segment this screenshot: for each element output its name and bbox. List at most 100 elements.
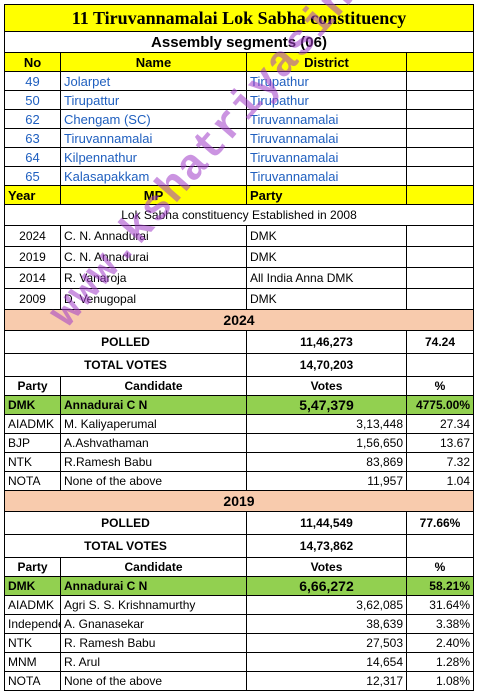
result-percent: 3.38%: [406, 614, 474, 634]
mp-party: DMK: [246, 288, 407, 310]
mp-row: 2009 D. Venugopal DMK: [4, 288, 474, 310]
mp-header-row: Year MP Party: [4, 185, 474, 205]
total-votes: 14,73,862: [246, 534, 407, 558]
col-votes: Votes: [246, 557, 407, 577]
segment-no: 62: [4, 109, 61, 129]
col-party: Party: [4, 557, 61, 577]
winner-row: DMK Annadurai C N 5,47,379 4775.00%: [4, 395, 474, 415]
result-percent: 1.04: [406, 471, 474, 491]
result-candidate: A. Gnanasekar: [60, 614, 247, 634]
col-party: Party: [4, 376, 61, 396]
result-row: AIADMK M. Kaliyaperumal 3,13,448 27.34: [4, 414, 474, 434]
result-percent: 2.40%: [406, 633, 474, 653]
result-percent: 7.32: [406, 452, 474, 472]
result-votes: 5,47,379: [246, 395, 407, 415]
result-votes: 1,56,650: [246, 433, 407, 453]
segment-no: 49: [4, 71, 61, 91]
result-row: NOTA None of the above 12,317 1.08%: [4, 671, 474, 691]
segment-row: 49 Jolarpet Tirupathur: [4, 71, 474, 91]
col-district: District: [246, 52, 407, 72]
result-candidate: None of the above: [60, 671, 247, 691]
total-row: TOTAL VOTES 14,73,862: [4, 534, 474, 558]
result-percent: 13.67: [406, 433, 474, 453]
polled-votes: 11,46,273: [246, 330, 407, 354]
mp-row: 2019 C. N. Annadurai DMK: [4, 246, 474, 268]
result-votes: 3,13,448: [246, 414, 407, 434]
total-votes: 14,70,203: [246, 353, 407, 377]
mp-party: DMK: [246, 246, 407, 268]
segment-name: Kilpennathur: [60, 147, 247, 167]
mp-year: 2009: [4, 288, 61, 310]
result-party: BJP: [4, 433, 61, 453]
segment-district: Tirupathur: [246, 71, 407, 91]
result-party: Independe: [4, 614, 61, 634]
result-candidate: A.Ashvathaman: [60, 433, 247, 453]
result-votes: 3,62,085: [246, 595, 407, 615]
result-candidate: R.Ramesh Babu: [60, 452, 247, 472]
segment-name: Tirupattur: [60, 90, 247, 110]
total-row: TOTAL VOTES 14,70,203: [4, 353, 474, 377]
result-party: DMK: [4, 576, 61, 596]
col-candidate: Candidate: [60, 557, 247, 577]
election-year-2019: 2019: [4, 490, 474, 512]
col-party: Party: [246, 185, 407, 205]
result-row: NTK R. Ramesh Babu 27,503 2.40%: [4, 633, 474, 653]
result-party: AIADMK: [4, 414, 61, 434]
result-votes: 38,639: [246, 614, 407, 634]
segment-row: 50 Tirupattur Tirupathur: [4, 90, 474, 110]
result-candidate: R. Arul: [60, 652, 247, 672]
mp-year: 2024: [4, 225, 61, 247]
mp-name: C. N. Annadurai: [60, 246, 247, 268]
result-party: AIADMK: [4, 595, 61, 615]
col-votes: Votes: [246, 376, 407, 396]
result-row: NTK R.Ramesh Babu 83,869 7.32: [4, 452, 474, 472]
page-title: 11 Tiruvannamalai Lok Sabha constituency: [4, 4, 474, 32]
result-percent: 31.64%: [406, 595, 474, 615]
total-label: TOTAL VOTES: [4, 353, 247, 377]
result-percent: 1.28%: [406, 652, 474, 672]
polled-percent: 77.66%: [406, 511, 474, 535]
result-candidate: R. Ramesh Babu: [60, 633, 247, 653]
result-row: BJP A.Ashvathaman 1,56,650 13.67: [4, 433, 474, 453]
result-row: AIADMK Agri S. S. Krishnamurthy 3,62,085 31…: [4, 595, 474, 615]
mp-party: All India Anna DMK: [246, 267, 407, 289]
segment-name: Chengam (SC): [60, 109, 247, 129]
segment-district: Tiruvannamalai: [246, 109, 407, 129]
segment-no: 65: [4, 166, 61, 186]
result-party: NOTA: [4, 471, 61, 491]
established-note: Lok Sabha constituency Established in 20…: [4, 204, 474, 226]
result-votes: 12,317: [246, 671, 407, 691]
result-votes: 83,869: [246, 452, 407, 472]
result-votes: 14,654: [246, 652, 407, 672]
segment-row: 63 Tiruvannamalai Tiruvannamalai: [4, 128, 474, 148]
result-percent: 58.21%: [406, 576, 474, 596]
result-candidate: Annadurai C N: [60, 395, 247, 415]
mp-row: 2024 C. N. Annadurai DMK: [4, 225, 474, 247]
result-party: NTK: [4, 633, 61, 653]
polled-percent: 74.24: [406, 330, 474, 354]
result-percent: 4775.00%: [406, 395, 474, 415]
result-votes: 27,503: [246, 633, 407, 653]
col-percent: %: [406, 376, 474, 396]
constituency-table: 11 Tiruvannamalai Lok Sabha constituency…: [4, 4, 474, 691]
result-party: NOTA: [4, 671, 61, 691]
result-percent: 27.34: [406, 414, 474, 434]
total-label: TOTAL VOTES: [4, 534, 247, 558]
polled-row: POLLED 11,44,549 77.66%: [4, 511, 474, 535]
segments-header-row: No Name District: [4, 52, 474, 72]
segment-district: Tiruvannamalai: [246, 128, 407, 148]
result-candidate: M. Kaliyaperumal: [60, 414, 247, 434]
col-mp: MP: [60, 185, 247, 205]
results-header-row: Party Candidate Votes %: [4, 376, 474, 396]
segment-district: Tiruvannamalai: [246, 147, 407, 167]
result-party: DMK: [4, 395, 61, 415]
mp-name: D. Venugopal: [60, 288, 247, 310]
segment-district: Tirupathur: [246, 90, 407, 110]
result-party: MNM: [4, 652, 61, 672]
mp-year: 2019: [4, 246, 61, 268]
results-header-row: Party Candidate Votes %: [4, 557, 474, 577]
mp-name: C. N. Annadurai: [60, 225, 247, 247]
result-row: Independe A. Gnanasekar 38,639 3.38%: [4, 614, 474, 634]
winner-row: DMK Annadurai C N 6,66,272 58.21%: [4, 576, 474, 596]
segment-no: 64: [4, 147, 61, 167]
